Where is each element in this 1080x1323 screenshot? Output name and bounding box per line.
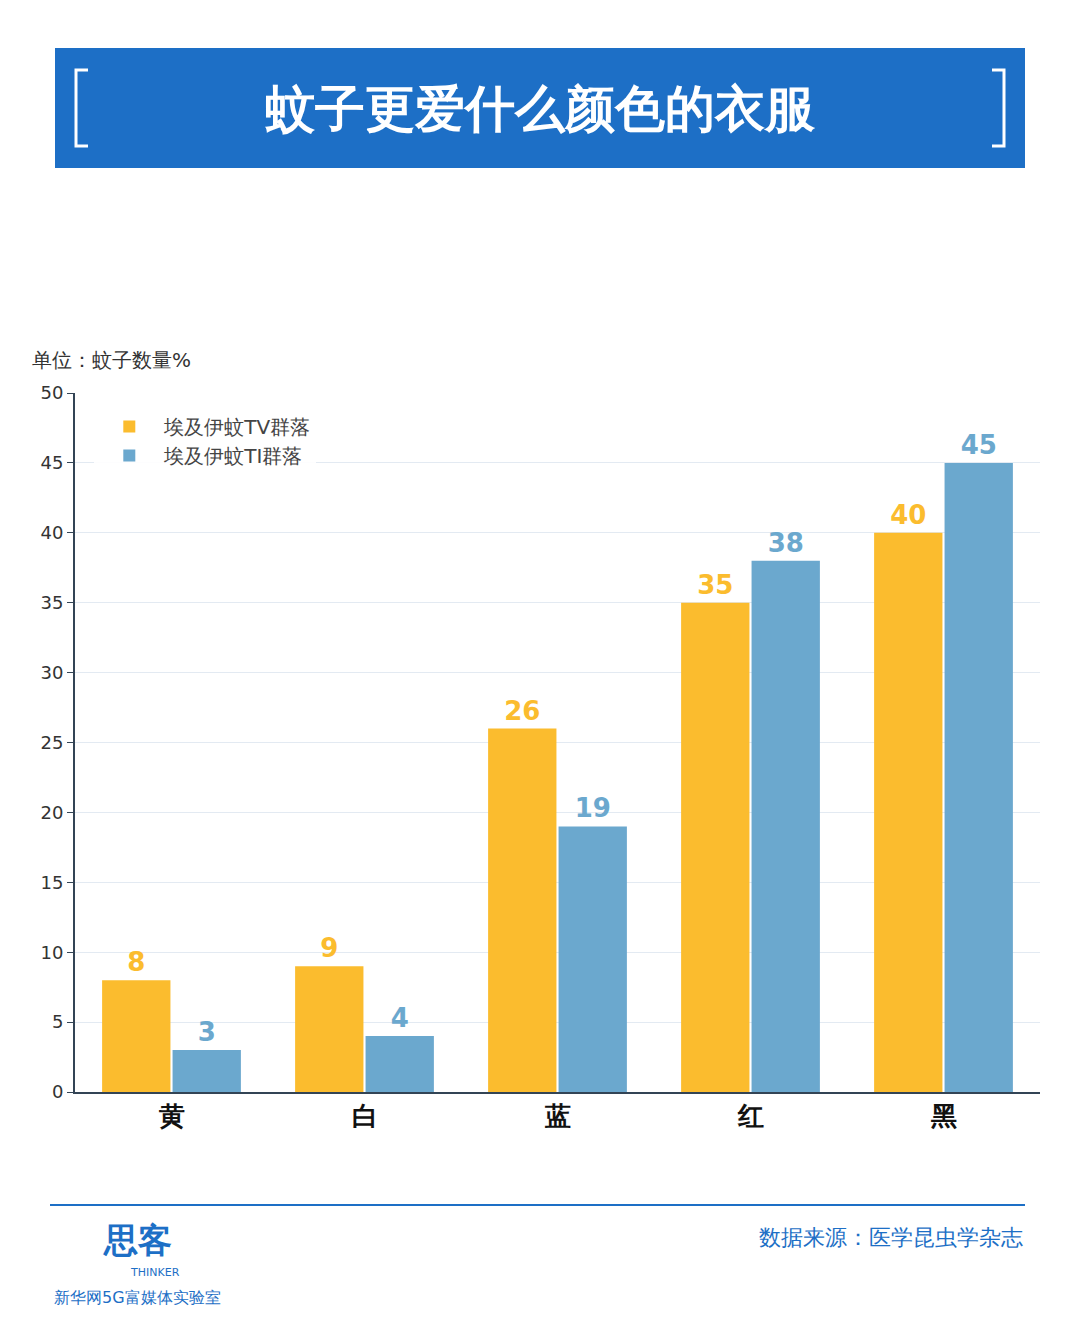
svg-text:THINKER: THINKER — [130, 1266, 180, 1279]
svg-text:38: 38 — [768, 528, 804, 558]
svg-text:黑: 黑 — [930, 1101, 957, 1131]
svg-text:新华网5G富媒体实验室: 新华网5G富媒体实验室 — [54, 1288, 221, 1307]
svg-text:黄: 黄 — [158, 1101, 185, 1131]
svg-text:50: 50 — [40, 382, 63, 403]
svg-text:8: 8 — [127, 947, 145, 977]
svg-text:白: 白 — [352, 1101, 378, 1131]
svg-text:40: 40 — [890, 500, 926, 530]
svg-text:3: 3 — [198, 1017, 216, 1047]
svg-text:19: 19 — [575, 793, 611, 823]
svg-text:25: 25 — [40, 732, 63, 753]
svg-text:9: 9 — [320, 933, 338, 963]
svg-text:40: 40 — [40, 522, 63, 543]
svg-text:4: 4 — [391, 1003, 409, 1033]
svg-text:思客: 思客 — [102, 1220, 172, 1260]
svg-text:26: 26 — [504, 696, 540, 726]
svg-text:45: 45 — [961, 430, 997, 460]
svg-text:20: 20 — [40, 802, 63, 823]
svg-text:蓝: 蓝 — [544, 1101, 571, 1131]
svg-text:45: 45 — [40, 452, 63, 473]
svg-text:埃及伊蚊TV群落: 埃及伊蚊TV群落 — [163, 415, 310, 439]
svg-text:5: 5 — [52, 1011, 63, 1032]
svg-text:30: 30 — [40, 662, 63, 683]
svg-text:35: 35 — [40, 592, 63, 613]
svg-text:埃及伊蚊TI群落: 埃及伊蚊TI群落 — [163, 444, 302, 468]
svg-text:35: 35 — [697, 570, 733, 600]
svg-text:数据来源：医学昆虫学杂志: 数据来源：医学昆虫学杂志 — [759, 1225, 1023, 1250]
svg-text:单位：蚊子数量%: 单位：蚊子数量% — [32, 348, 191, 372]
svg-text:0: 0 — [52, 1081, 63, 1102]
svg-text:蚊子更爱什么颜色的衣服: 蚊子更爱什么颜色的衣服 — [265, 80, 816, 138]
svg-text:10: 10 — [40, 942, 63, 963]
svg-text:15: 15 — [40, 872, 63, 893]
svg-text:红: 红 — [737, 1101, 764, 1131]
